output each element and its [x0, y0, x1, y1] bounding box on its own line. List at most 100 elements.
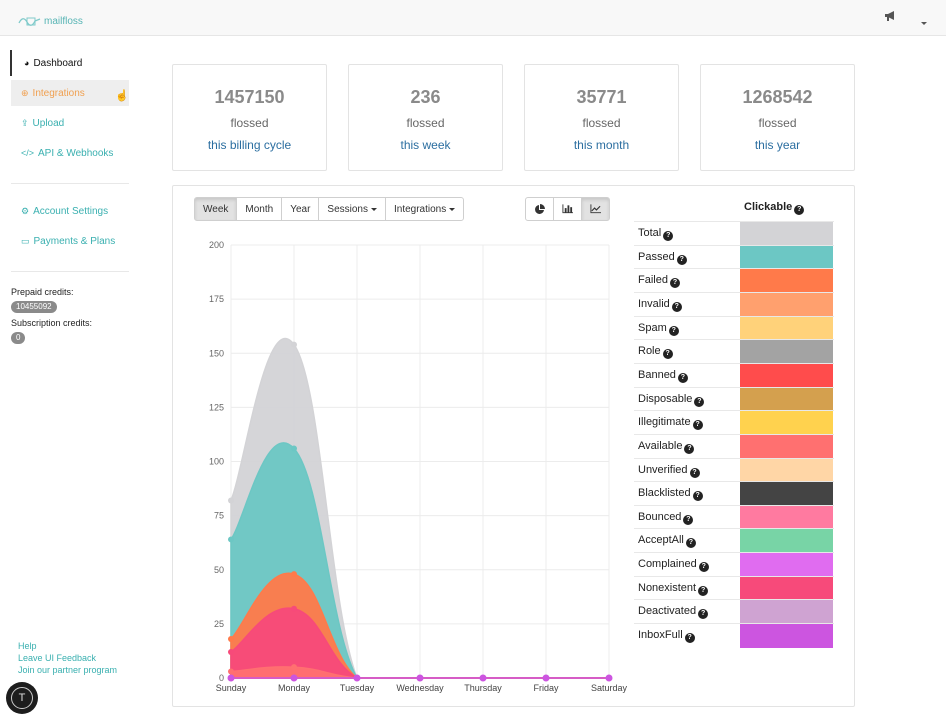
sidebar-item-upload[interactable]: ⇪ Upload: [11, 110, 129, 136]
help-icon[interactable]: ?: [685, 538, 696, 549]
bar-chart-button[interactable]: [553, 197, 582, 221]
legend-row-banned[interactable]: Banned?: [634, 362, 834, 388]
legend-row-available[interactable]: Available?: [634, 433, 834, 459]
legend-swatch[interactable]: [740, 387, 833, 412]
stat-period: this year: [754, 138, 801, 152]
legend-swatch[interactable]: [740, 505, 833, 530]
help-icon[interactable]: ?: [698, 609, 709, 620]
legend-swatch[interactable]: [740, 576, 833, 601]
help-icon[interactable]: ?: [662, 349, 673, 360]
legend-label: Passed?: [638, 251, 687, 265]
legend-row-total[interactable]: Total?: [634, 221, 834, 246]
legend-label: Total?: [638, 227, 674, 241]
tab-label: Week: [203, 203, 229, 215]
help-icon[interactable]: ?: [676, 254, 687, 265]
legend-swatch[interactable]: [740, 529, 833, 554]
legend-swatch[interactable]: [740, 458, 833, 483]
legend-row-disposable[interactable]: Disposable?: [634, 386, 834, 412]
legend-swatch[interactable]: [740, 269, 833, 293]
line-chart-button[interactable]: [581, 197, 610, 221]
sidebar-item-api-webhooks[interactable]: </> API & Webhooks: [11, 140, 129, 166]
sessions-dropdown[interactable]: Sessions: [318, 197, 386, 221]
partner-program-link[interactable]: Join our partner program: [18, 665, 118, 675]
avatar[interactable]: T: [6, 682, 38, 714]
sidebar-item-integrations[interactable]: ⊕ Integrations ☝: [11, 80, 129, 106]
legend-swatch[interactable]: [740, 434, 833, 459]
help-icon[interactable]: ?: [794, 205, 805, 215]
sidebar-divider: [11, 271, 129, 272]
legend-label: AcceptAll?: [638, 534, 696, 549]
subscription-credits-badge: 0: [11, 332, 26, 344]
stat-card-year: 1268542 flossed this year: [700, 64, 855, 171]
legend-row-spam[interactable]: Spam?: [634, 315, 834, 341]
megaphone-icon[interactable]: [884, 10, 897, 25]
legend-row-unverified[interactable]: Unverified?: [634, 457, 834, 483]
stat-value: 35771: [576, 87, 627, 107]
legend-row-nonexistent[interactable]: Nonexistent?: [634, 575, 834, 601]
help-icon[interactable]: ?: [668, 325, 679, 336]
help-icon[interactable]: ?: [694, 396, 705, 407]
legend-header-label: Clickable: [744, 201, 793, 213]
help-icon[interactable]: ?: [689, 467, 700, 478]
legend-row-complained[interactable]: Complained?: [634, 552, 834, 577]
legend-row-failed[interactable]: Failed?: [634, 268, 834, 293]
legend-row-passed[interactable]: Passed?: [634, 244, 834, 270]
x-tick-label: Friday: [533, 683, 559, 693]
help-icon[interactable]: ?: [684, 633, 695, 644]
mailfloss-logo[interactable]: mailfloss: [18, 14, 83, 28]
legend-row-inboxfull[interactable]: InboxFull?: [634, 623, 834, 648]
sidebar-item-dashboard[interactable]: ◕ Dashboard: [10, 50, 128, 76]
legend-row-illegitimate[interactable]: Illegitimate?: [634, 410, 834, 435]
legend-swatch[interactable]: [740, 482, 833, 506]
y-tick-label: 100: [209, 457, 224, 467]
caret-down-icon: [370, 207, 377, 211]
leave-feedback-link[interactable]: Leave UI Feedback: [18, 653, 97, 663]
legend-row-acceptall[interactable]: AcceptAll?: [634, 528, 834, 554]
sidebar-divider: [11, 183, 129, 184]
help-icon[interactable]: ?: [663, 231, 674, 241]
legend-swatch[interactable]: [740, 553, 833, 577]
data-point-failed: [228, 636, 234, 643]
tab-week[interactable]: Week: [194, 197, 238, 221]
help-link[interactable]: Help: [18, 641, 37, 651]
sidebar-item-label: Upload: [32, 117, 65, 129]
legend-row-role[interactable]: Role?: [634, 339, 834, 364]
tab-month[interactable]: Month: [236, 197, 283, 221]
legend-swatch[interactable]: [740, 222, 833, 246]
legend-label: Spam?: [638, 322, 679, 336]
help-icon[interactable]: ?: [692, 420, 703, 431]
sidebar-item-payments-plans[interactable]: ▭ Payments & Plans: [11, 228, 129, 254]
x-tick-label: Thursday: [464, 683, 502, 693]
legend-row-deactivated[interactable]: Deactivated?: [634, 599, 834, 624]
x-tick-label: Sunday: [216, 683, 247, 693]
help-icon[interactable]: ?: [677, 372, 688, 383]
help-icon[interactable]: ?: [692, 491, 703, 502]
legend-swatch[interactable]: [740, 340, 833, 364]
help-icon[interactable]: ?: [698, 562, 709, 573]
tab-year[interactable]: Year: [281, 197, 320, 221]
legend-label: Bounced?: [638, 511, 694, 525]
legend-row-invalid[interactable]: Invalid?: [634, 291, 834, 317]
legend-swatch[interactable]: [740, 363, 833, 388]
data-point-failed: [291, 571, 297, 578]
legend-row-bounced[interactable]: Bounced?: [634, 504, 834, 530]
stat-period: this month: [573, 138, 630, 152]
help-icon[interactable]: ?: [698, 585, 709, 596]
caret-down-icon[interactable]: [918, 14, 927, 28]
legend-swatch[interactable]: [740, 316, 833, 341]
legend-swatch[interactable]: [740, 624, 833, 648]
help-icon[interactable]: ?: [669, 278, 680, 289]
gears-icon: ⚙: [21, 205, 30, 216]
help-icon[interactable]: ?: [684, 443, 695, 454]
help-icon[interactable]: ?: [671, 301, 682, 312]
integrations-dropdown[interactable]: Integrations: [384, 197, 465, 221]
stat-value: 1268542: [742, 87, 813, 107]
legend-swatch[interactable]: [740, 411, 833, 435]
sidebar-item-label: Integrations: [32, 87, 85, 99]
legend-swatch[interactable]: [740, 245, 833, 270]
legend-swatch[interactable]: [740, 600, 833, 624]
legend-row-blacklisted[interactable]: Blacklisted?: [634, 481, 834, 506]
legend-swatch[interactable]: [740, 292, 833, 317]
help-icon[interactable]: ?: [683, 514, 694, 525]
sidebar-item-account-settings[interactable]: ⚙ Account Settings: [11, 198, 129, 224]
